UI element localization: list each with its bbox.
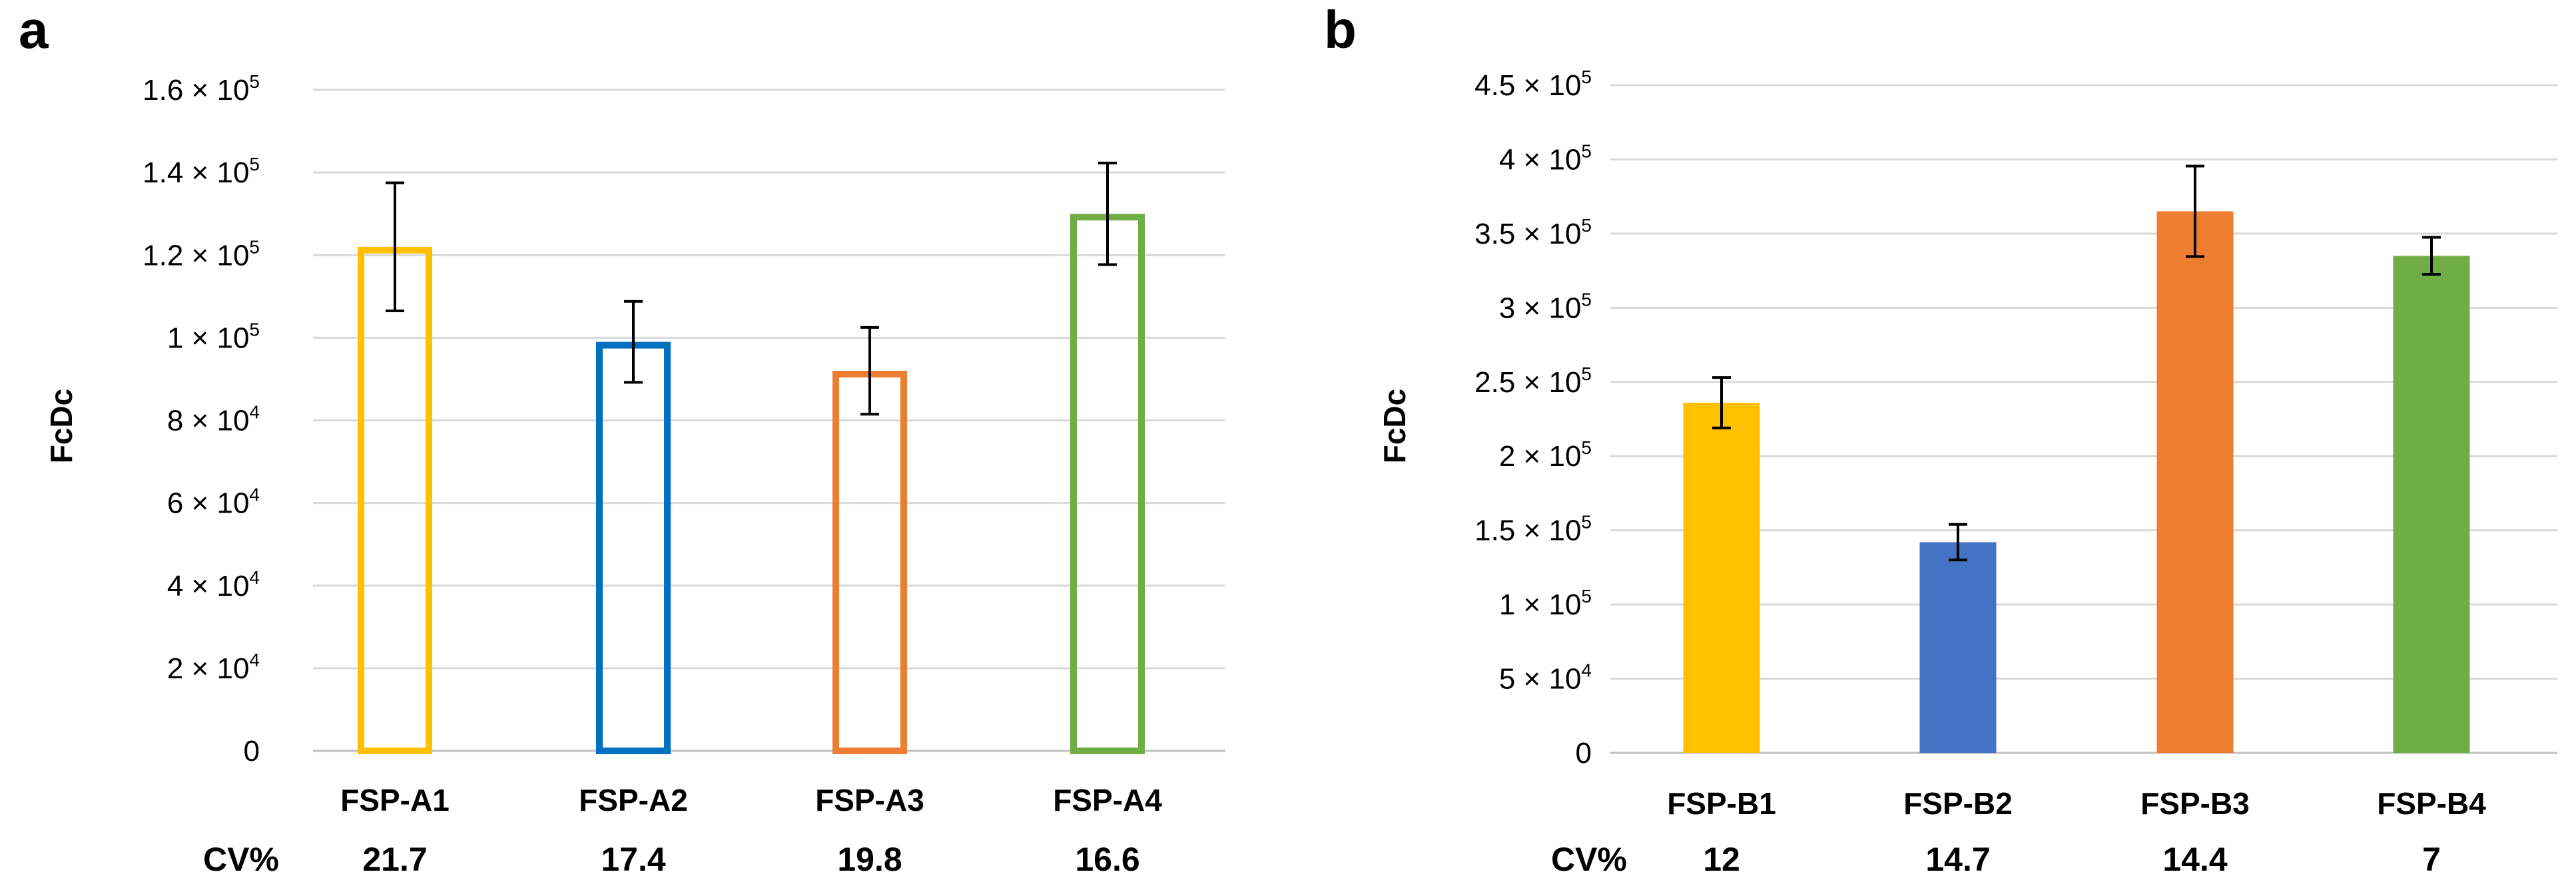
- y-tick-label: 0: [1576, 737, 1592, 770]
- y-tick-label: 4.5 × 105: [1474, 67, 1592, 102]
- error-bar: [1949, 523, 1967, 562]
- cv-value: 7: [2422, 841, 2441, 878]
- x-tick-label: FSP-B3: [2140, 786, 2250, 821]
- y-tick-label: 0: [244, 735, 260, 768]
- x-tick-label: FSP-B4: [2377, 786, 2486, 821]
- y-tick-label: 4 × 105: [1499, 140, 1592, 176]
- cv-value: 12: [1703, 841, 1740, 878]
- cv-value: 14.4: [2162, 841, 2228, 878]
- bar: [1683, 402, 1760, 753]
- error-bar: [1098, 161, 1117, 266]
- x-tick-label: FSP-A4: [1053, 783, 1162, 817]
- y-axis-label: FcDc: [44, 389, 79, 463]
- panel-letter: b: [1324, 0, 1357, 59]
- y-tick-label: 1.2 × 105: [143, 236, 260, 272]
- bar: [832, 371, 907, 754]
- bar: [2393, 256, 2470, 753]
- panel-a: a 0 2 × 104 4 × 104 6 × 104 8 × 104 1 × 105 1.2…: [19, 0, 1225, 878]
- x-tick-label: FSP-B1: [1667, 786, 1776, 821]
- panel-b: b 0 5 × 104 1 × 105 1.5 × 105 2 × 105 2.5 × 10…: [1324, 0, 2557, 878]
- cv-value: 21.7: [362, 841, 427, 878]
- cv-value: 17.4: [601, 841, 666, 878]
- cv-row-label: CV%: [1551, 841, 1627, 878]
- cv-value: 16.6: [1075, 841, 1139, 878]
- bar: [358, 246, 432, 754]
- y-tick-label: 1.5 × 105: [1474, 512, 1592, 547]
- y-tick-label: 4 × 104: [167, 567, 260, 602]
- error-bar: [2186, 164, 2204, 258]
- error-bar: [1712, 376, 1731, 429]
- error-bar: [2422, 236, 2441, 276]
- cv-row-label: CV%: [203, 841, 279, 878]
- y-tick-label: 1 × 105: [167, 319, 260, 354]
- y-tick-label: 6 × 104: [167, 485, 260, 520]
- x-tick-label: FSP-A3: [815, 783, 924, 817]
- panel-letter: a: [19, 0, 49, 59]
- y-tick-label: 1.6 × 105: [143, 71, 260, 107]
- x-tick-label: FSP-A1: [340, 783, 450, 817]
- bar: [596, 341, 671, 754]
- y-tick-label: 2.5 × 105: [1474, 363, 1592, 399]
- cv-value: 14.7: [1925, 841, 1990, 878]
- bar: [1070, 214, 1145, 754]
- x-tick-label: FSP-A2: [579, 783, 688, 817]
- y-tick-label: 2 × 104: [167, 650, 260, 685]
- x-tick-label: FSP-B2: [1903, 786, 2013, 821]
- error-bar: [624, 300, 643, 384]
- bar: [1919, 542, 1997, 753]
- y-tick-label: 1.4 × 105: [143, 154, 260, 189]
- y-tick-label: 5 × 104: [1499, 660, 1592, 696]
- y-tick-label: 8 × 104: [167, 402, 260, 437]
- error-bar: [386, 181, 404, 313]
- y-tick-label: 1 × 105: [1499, 586, 1592, 621]
- error-bar: [860, 326, 879, 416]
- cv-value: 19.8: [837, 841, 902, 878]
- bar: [2156, 211, 2234, 753]
- y-tick-label: 2 × 105: [1499, 437, 1592, 473]
- y-tick-label: 3 × 105: [1499, 289, 1592, 324]
- y-tick-label: 3.5 × 105: [1474, 215, 1592, 250]
- y-axis-label: FcDc: [1377, 389, 1412, 463]
